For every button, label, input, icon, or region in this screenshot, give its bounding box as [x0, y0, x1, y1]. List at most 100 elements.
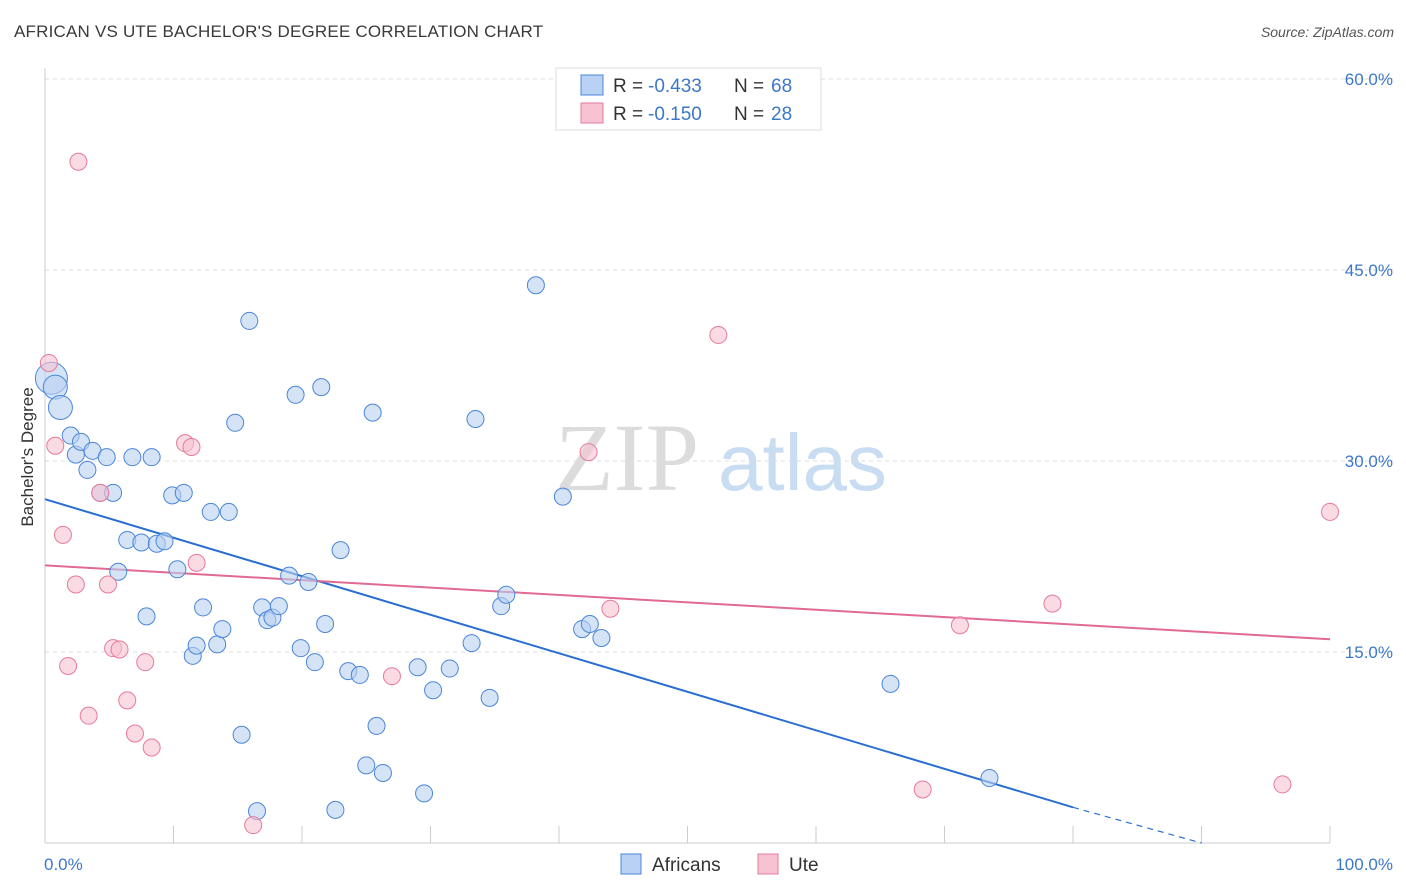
series-legend-swatch-africans [620, 853, 642, 875]
point-ute [244, 816, 263, 835]
y-tick-label-30: 30.0% [1345, 452, 1393, 471]
point-africans [174, 483, 193, 502]
point-ute [382, 667, 401, 686]
series-legend-swatch-ute [757, 853, 779, 875]
point-africans [592, 628, 611, 647]
point-africans [497, 585, 516, 604]
point-africans [168, 560, 187, 579]
point-africans [109, 562, 128, 581]
legend-n-value-africans: 68 [771, 76, 792, 97]
point-ute [98, 575, 117, 594]
legend-n-label-africans: N = [734, 76, 764, 97]
point-africans [137, 607, 156, 626]
point-africans [553, 487, 572, 506]
series-legend-label-ute: Ute [789, 855, 819, 876]
point-africans [424, 681, 443, 700]
legend-r-value-ute: -0.150 [648, 104, 702, 125]
data-points [34, 152, 1339, 835]
chart-title: AFRICAN VS UTE BACHELOR'S DEGREE CORRELA… [14, 22, 544, 41]
grid-lines [45, 78, 1393, 653]
point-africans [123, 448, 142, 467]
point-africans [280, 566, 299, 585]
point-africans [78, 460, 97, 479]
point-ute [601, 599, 620, 618]
point-africans [326, 800, 345, 819]
point-ute [1321, 502, 1339, 521]
legend-n-value-ute: 28 [771, 104, 792, 125]
point-ute [69, 152, 88, 171]
watermark-zip: ZIP [555, 404, 699, 511]
point-africans [286, 385, 305, 404]
point-africans [357, 756, 376, 775]
y-tick-label-60: 60.0% [1345, 70, 1393, 89]
series-legend: Africans Ute [620, 853, 819, 876]
point-ute [1043, 594, 1062, 613]
point-africans [155, 532, 174, 551]
point-ute [79, 706, 98, 725]
source-label: Source: ZipAtlas.com [1260, 24, 1394, 40]
point-africans [219, 502, 238, 521]
point-africans [367, 716, 386, 735]
trend-line-africans [44, 498, 1074, 809]
y-axis-label: Bachelor's Degree [18, 387, 37, 526]
point-africans [132, 533, 151, 552]
legend-r-label-africans: R = [613, 76, 643, 97]
point-africans [350, 665, 369, 684]
point-africans [240, 311, 259, 330]
point-ute [46, 436, 65, 455]
point-africans [331, 541, 350, 560]
point-africans [980, 769, 999, 788]
point-ute [59, 657, 78, 676]
legend-r-value-africans: -0.433 [648, 76, 702, 97]
point-ute [125, 724, 144, 743]
point-africans [373, 763, 392, 782]
x-tick-label-min: 0.0% [44, 855, 83, 874]
point-ute [136, 653, 155, 672]
point-africans [213, 620, 232, 639]
point-ute [1273, 775, 1292, 794]
point-ute [110, 640, 129, 659]
point-africans [194, 598, 213, 617]
point-africans [97, 448, 116, 467]
point-africans [363, 403, 382, 422]
point-africans [881, 674, 900, 693]
watermark-atlas: atlas [718, 418, 887, 507]
point-africans [208, 635, 227, 654]
legend-n-label-ute: N = [734, 104, 764, 125]
legend-r-label-ute: R = [613, 104, 643, 125]
point-africans [526, 276, 545, 295]
point-africans [142, 448, 161, 467]
point-africans [440, 659, 459, 678]
trend-line-ute [44, 564, 1331, 641]
point-ute [118, 691, 137, 710]
point-ute [53, 525, 72, 544]
stats-legend: R = -0.433 N = 68 R = -0.150 N = 28 [555, 67, 822, 131]
point-ute [91, 483, 110, 502]
point-ute [182, 437, 201, 456]
trend-line-africans-extension [1072, 806, 1202, 844]
trend-lines [44, 498, 1331, 844]
point-africans [299, 572, 318, 591]
point-africans [580, 614, 599, 633]
point-africans [226, 413, 245, 432]
point-africans [269, 597, 288, 616]
point-africans [462, 634, 481, 653]
legend-swatch-africans [580, 74, 604, 96]
y-tick-label-15: 15.0% [1345, 643, 1393, 662]
legend-swatch-ute [580, 102, 604, 124]
x-tick-label-max: 100.0% [1335, 855, 1393, 874]
point-ute [913, 780, 932, 799]
point-africans [415, 784, 434, 803]
y-tick-labels: 15.0% 30.0% 45.0% 60.0% [1345, 70, 1393, 662]
point-ute [579, 443, 598, 462]
point-africans [291, 639, 310, 658]
axes [44, 68, 1331, 844]
point-ute [709, 325, 728, 344]
point-africans [408, 658, 427, 677]
point-africans [187, 636, 206, 655]
point-africans [480, 688, 499, 707]
point-ute [39, 353, 58, 372]
point-ute [142, 738, 161, 757]
point-africans [201, 502, 220, 521]
